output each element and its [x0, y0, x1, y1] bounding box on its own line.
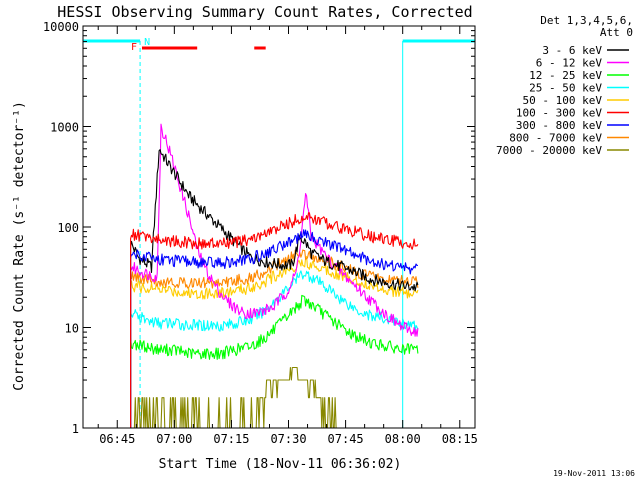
chart-title: HESSI Observing Summary Count Rates, Cor…: [57, 3, 472, 21]
series-line: [130, 229, 418, 428]
legend-header: Att 0: [600, 26, 633, 39]
legend-entry-label: 800 - 7000 keV: [509, 132, 602, 145]
x-tick-label: 08:15: [442, 432, 478, 446]
legend-entry-label: 7000 - 20000 keV: [496, 144, 602, 157]
legend-entry-label: 6 - 12 keV: [536, 57, 603, 70]
series-line: [130, 366, 350, 429]
plot-frame: [82, 25, 476, 429]
y-axis-label: Corrected Count Rate (s⁻¹ detector⁻¹): [12, 101, 27, 391]
y-tick-label: 10: [65, 322, 79, 336]
legend-entry-label: 50 - 100 keV: [523, 94, 603, 107]
axes: 06:45 07:00 07:15 07:30 07:45 08:00 08:15 1 10 10…: [43, 20, 478, 446]
x-tick-label: 07:15: [213, 432, 249, 446]
series-line: [130, 123, 419, 428]
y-tick-label: 1: [72, 422, 79, 436]
series-line: [130, 256, 419, 428]
flare-label: F: [131, 42, 137, 53]
x-axis-label: Start Time (18-Nov-11 06:36:02): [159, 457, 402, 472]
saa-label: N: [144, 37, 150, 48]
legend-entry-label: 3 - 6 keV: [542, 44, 602, 57]
y-tick-label: 10000: [43, 20, 79, 34]
series-line: [130, 212, 419, 428]
legend-entry-label: 25 - 50 keV: [529, 82, 602, 95]
x-tick-label: 07:45: [328, 432, 364, 446]
footer-timestamp: 19-Nov-2011 13:06: [553, 469, 635, 478]
x-tick-label: 07:00: [156, 432, 192, 446]
legend-entry-label: 100 - 300 keV: [516, 107, 602, 120]
y-tick-label: 100: [57, 221, 79, 235]
legend-entry-label: 12 - 25 keV: [529, 69, 602, 82]
x-tick-label: 08:00: [385, 432, 421, 446]
legend-header: Det 1,3,4,5,6,: [540, 14, 633, 27]
legend-entry-label: 300 - 800 keV: [516, 119, 602, 132]
series-line: [130, 294, 419, 428]
y-tick-label: 1000: [50, 121, 79, 135]
series-line: [130, 270, 419, 428]
x-tick-label: 06:45: [99, 432, 135, 446]
x-tick-label: 07:30: [270, 432, 306, 446]
plot-area: NF: [83, 37, 476, 429]
series-line: [130, 149, 419, 428]
